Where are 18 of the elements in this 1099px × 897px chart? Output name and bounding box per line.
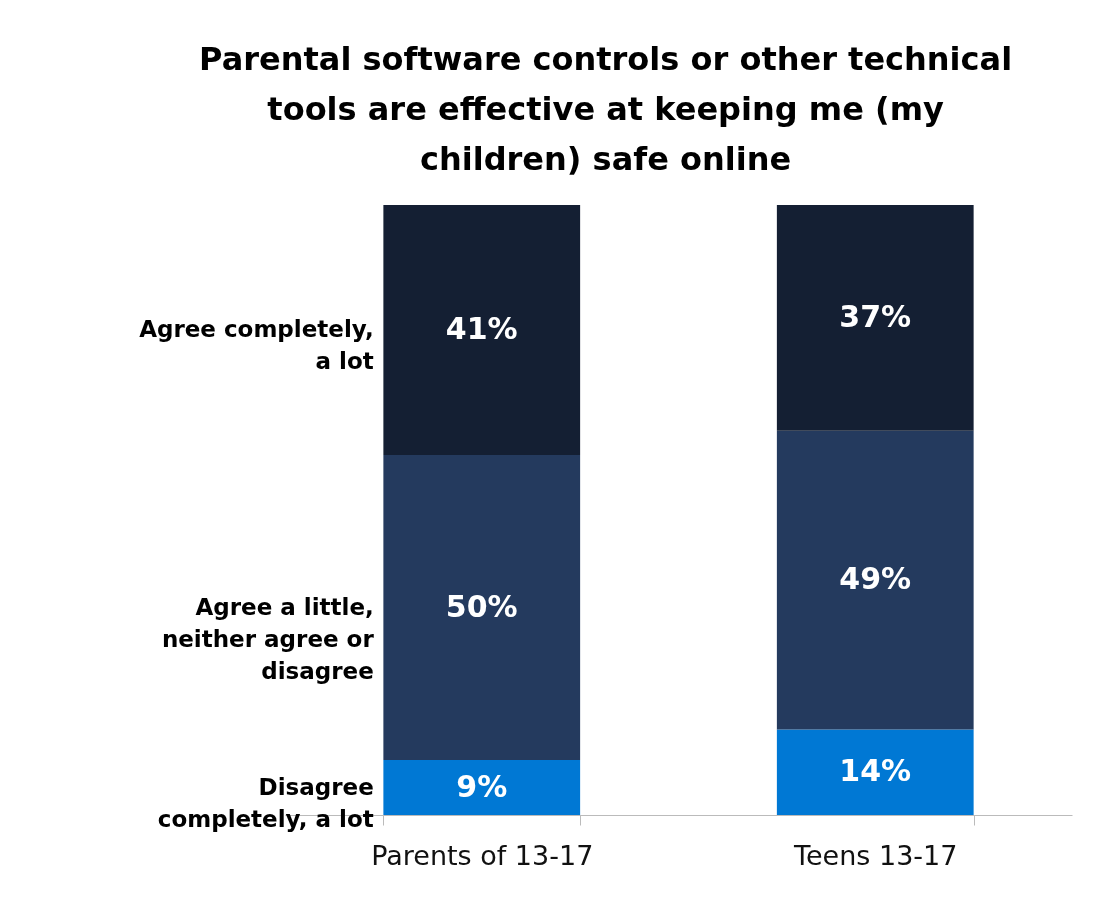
data-label: 49% (839, 561, 912, 597)
bar (776, 430, 974, 730)
data-label: 50% (445, 588, 518, 624)
data-label: 41% (445, 311, 518, 347)
x-tick-label: Teens 13-17 (793, 839, 958, 871)
series-label: Disagree completely, a lot (157, 773, 374, 832)
bar (383, 205, 581, 456)
chart-title: Parental software controls or other technical tools are effective at keeping me (my children) safe online (199, 40, 1013, 178)
x-tick-label: Parents of 13-17 (371, 839, 594, 871)
bar (383, 760, 581, 815)
bar (776, 729, 974, 815)
data-label: 37% (839, 298, 912, 334)
data-label: 14% (839, 753, 912, 789)
series-label: Agree a little, neither agree or disagree (161, 593, 375, 684)
bar (776, 205, 974, 431)
data-label: 9% (456, 768, 508, 804)
bar (383, 455, 581, 761)
series-label: Agree completely, a lot (139, 316, 374, 375)
